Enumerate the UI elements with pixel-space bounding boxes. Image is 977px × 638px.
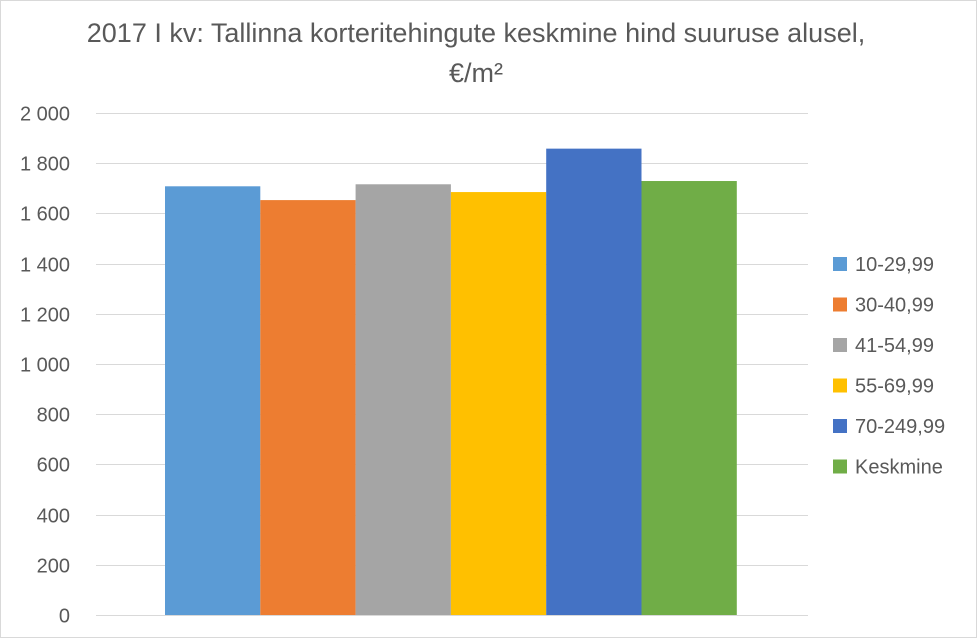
bar-41-54,99 [355,184,451,615]
y-tick-label: 1 600 [20,204,70,226]
y-tick-label: 200 [37,556,70,578]
chart-title: 2017 I kv: Tallinna korteritehingute kes… [86,18,866,88]
legend-swatch [833,459,847,474]
y-tick-label: 1 800 [20,154,70,176]
y-tick-label: 0 [59,606,70,628]
bar-70-249,99 [546,148,642,615]
legend-label: Keskmine [855,457,943,479]
y-tick-label: 1 200 [20,305,70,327]
y-tick-label: 400 [37,506,70,528]
legend-swatch [833,419,847,433]
y-tick-label: 1 400 [20,255,70,277]
legend-label: 55-69,99 [855,376,934,398]
bars [165,148,737,616]
bar-Keskmine [641,181,737,615]
legend: 10-29,99 30-40,99 41-54,99 55-69,99 70-249,9… [833,254,945,479]
legend-label: 30-40,99 [855,295,934,317]
legend-swatch [833,338,847,352]
legend-swatch [833,378,847,393]
legend-label: 10-29,99 [855,254,934,276]
bar-10-29,99 [165,186,261,616]
legend-label: 41-54,99 [855,335,934,357]
legend-label: 70-249,99 [855,416,945,438]
y-tick-label: 1 000 [20,355,70,377]
y-tick-label: 800 [37,405,70,427]
y-axis: 0 200 400 600 800 1 000 1 200 1 400 1 600 1 800 2 … [20,104,70,628]
legend-swatch [833,257,847,271]
y-tick-label: 2 000 [20,104,70,126]
y-tick-label: 600 [37,455,70,477]
legend-swatch [833,297,847,312]
bar-55-69,99 [450,192,547,615]
bar-30-40,99 [260,200,356,616]
